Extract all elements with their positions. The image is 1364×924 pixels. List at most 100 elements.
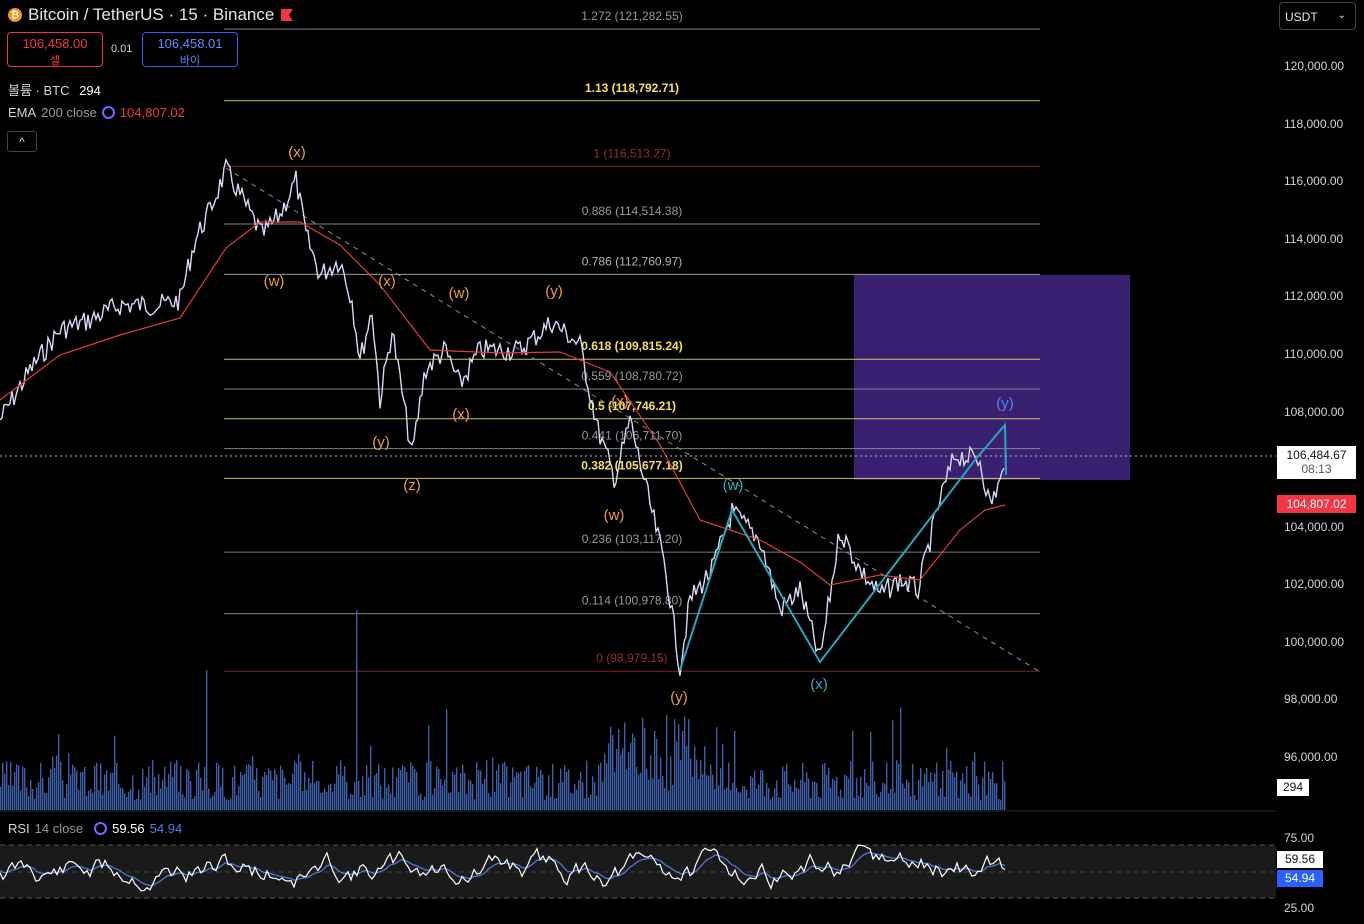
- volume-bar: [480, 770, 482, 810]
- buy-button[interactable]: 106,458.01 바이: [142, 32, 238, 67]
- volume-bar: [392, 767, 394, 810]
- volume-bar: [904, 788, 906, 810]
- volume-bar: [714, 788, 716, 810]
- volume-bar: [900, 707, 902, 810]
- volume-bar: [694, 746, 696, 810]
- elliott-wave-label[interactable]: (y): [996, 395, 1014, 412]
- volume-bar: [798, 788, 800, 810]
- volume-bar: [846, 775, 848, 810]
- elliott-wave-label[interactable]: (x): [452, 406, 470, 423]
- volume-bar: [62, 780, 64, 810]
- elliott-wave-label[interactable]: (y): [372, 434, 390, 451]
- volume-bar: [160, 788, 162, 810]
- currency-select[interactable]: USDT ⌄: [1279, 2, 1356, 30]
- volume-bar: [522, 797, 524, 810]
- volume-bar: [56, 755, 58, 810]
- volume-bar: [594, 782, 596, 810]
- volume-bar: [78, 789, 80, 810]
- elliott-wave-label[interactable]: (x): [810, 676, 828, 693]
- elliott-wave-label[interactable]: (y): [545, 283, 563, 300]
- volume-bar: [980, 799, 982, 810]
- volume-bar: [32, 788, 34, 810]
- rsi-ma-tag: 54.94: [1277, 870, 1323, 887]
- flag-icon[interactable]: [280, 9, 294, 21]
- volume-bar: [468, 779, 470, 810]
- volume-bar: [816, 783, 818, 810]
- volume-bar: [666, 715, 668, 810]
- volume-bar: [934, 773, 936, 810]
- price-axis-label: 120,000.00: [1284, 59, 1345, 73]
- fib-level-label: 0.559 (108,780.72): [581, 369, 682, 383]
- volume-bar: [558, 782, 560, 810]
- volume-bar: [760, 769, 762, 810]
- volume-bar: [906, 779, 908, 810]
- volume-bar: [578, 780, 580, 810]
- volume-bar: [1002, 761, 1004, 810]
- ema-legend[interactable]: EMA 200 close 104,807.02: [8, 105, 185, 120]
- symbol-header[interactable]: ₿ Bitcoin / TetherUS · 15 · Binance: [8, 5, 294, 25]
- volume-bar: [610, 726, 612, 810]
- rsi-value: 59.56: [112, 821, 145, 836]
- volume-bar: [710, 764, 712, 810]
- volume-bar: [302, 790, 304, 810]
- volume-bar: [716, 727, 718, 810]
- volume-bar: [496, 770, 498, 810]
- volume-bar: [68, 753, 70, 810]
- indicator-settings-icon[interactable]: [101, 106, 115, 119]
- rsi-legend[interactable]: RSI 14 close 59.56 54.94: [8, 821, 182, 836]
- volume-bar: [704, 746, 706, 810]
- volume-bar: [742, 786, 744, 810]
- volume-bar: [80, 772, 82, 810]
- volume-bar: [640, 772, 642, 810]
- elliott-wave-label[interactable]: (x): [288, 144, 306, 161]
- volume-bar: [394, 797, 396, 810]
- volume-bar: [562, 782, 564, 810]
- volume-bar: [168, 773, 170, 810]
- volume-bar: [516, 771, 518, 810]
- volume-bar: [756, 788, 758, 810]
- volume-bar: [334, 783, 336, 810]
- volume-bar: [778, 797, 780, 810]
- volume-bar: [192, 798, 194, 810]
- volume-bar: [440, 778, 442, 810]
- volume-bar: [136, 798, 138, 810]
- elliott-wave-label[interactable]: (w): [449, 285, 470, 302]
- volume-bar: [956, 771, 958, 810]
- volume-bar: [182, 794, 184, 810]
- elliott-wave-label[interactable]: (w): [604, 507, 625, 524]
- symbol-title: Bitcoin / TetherUS · 15 · Binance: [28, 5, 275, 24]
- volume-bar: [512, 767, 514, 810]
- volume-bar: [198, 762, 200, 810]
- volume-bar: [674, 719, 676, 810]
- volume-bar: [936, 762, 938, 810]
- volume-bar: [958, 797, 960, 810]
- volume-bar: [296, 763, 298, 810]
- volume-bar: [978, 784, 980, 810]
- volume-bar: [632, 733, 634, 810]
- volume-bar: [230, 798, 232, 810]
- volume-legend[interactable]: 볼륨 · BTC 294: [8, 80, 101, 99]
- volume-bar: [866, 783, 868, 810]
- volume-bar: [346, 781, 348, 810]
- rsi-settings-icon[interactable]: [94, 822, 108, 835]
- volume-bar: [896, 760, 898, 810]
- volume-bar: [228, 799, 230, 810]
- elliott-wave-label[interactable]: (z): [403, 477, 421, 494]
- elliott-wave-label[interactable]: (w): [723, 477, 744, 494]
- volume-bar: [304, 772, 306, 810]
- sell-button[interactable]: 106,458.00 셀: [7, 32, 103, 67]
- elliott-wave-label[interactable]: (w): [264, 273, 285, 290]
- volume-bar: [42, 777, 44, 810]
- volume-bar: [274, 769, 276, 810]
- volume-bar: [794, 779, 796, 810]
- elliott-wave-label[interactable]: (y): [670, 689, 688, 706]
- volume-bar: [110, 772, 112, 810]
- elliott-wave-label[interactable]: (x): [611, 393, 629, 410]
- volume-bar: [488, 792, 490, 810]
- volume-bar: [364, 795, 366, 810]
- volume-bar: [234, 765, 236, 810]
- collapse-legend-button[interactable]: ^: [7, 131, 37, 152]
- volume-bar: [94, 765, 96, 810]
- elliott-wave-label[interactable]: (x): [378, 273, 396, 290]
